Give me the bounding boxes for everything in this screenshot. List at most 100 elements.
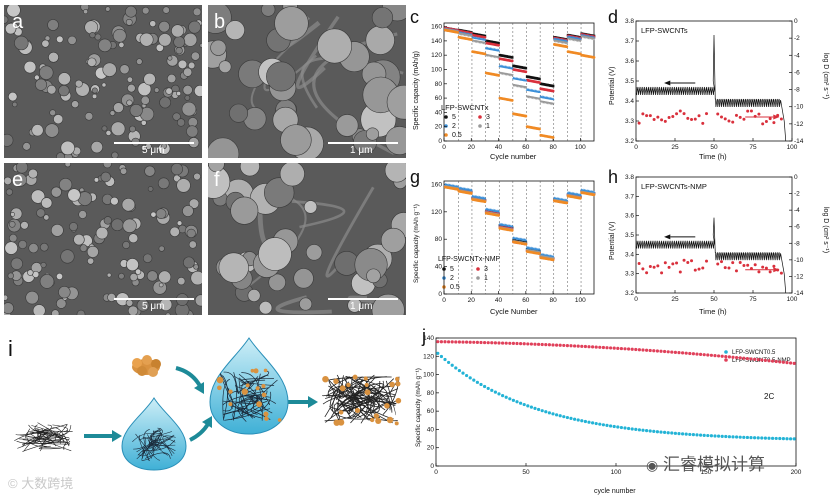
- data-point: [592, 193, 596, 197]
- data-point: [471, 32, 474, 36]
- data-point: [731, 261, 735, 265]
- data-point: [677, 432, 681, 436]
- data-point: [457, 340, 461, 344]
- y-tick-label: 20: [427, 445, 435, 452]
- data-point: [494, 41, 498, 44]
- sem-image-f: f 1 μm: [208, 163, 406, 315]
- y2-tick-label: -12: [794, 121, 804, 128]
- data-point: [537, 407, 541, 412]
- sem-particle: [53, 114, 64, 125]
- data-point: [468, 340, 472, 344]
- sem-particle: [39, 65, 54, 80]
- data-point: [792, 361, 796, 366]
- data-point: [565, 415, 569, 420]
- sem-particle: [118, 41, 125, 48]
- data-point: [641, 112, 645, 116]
- data-point: [663, 430, 667, 435]
- data-point: [645, 114, 649, 118]
- watermark-right-text: 汇睿模拟计算: [662, 455, 765, 474]
- data-point: [443, 340, 447, 344]
- data-point: [551, 84, 555, 88]
- data-point: [510, 56, 514, 59]
- xlabel-c: Cycle number: [490, 152, 537, 161]
- data-point: [682, 258, 686, 262]
- sem-particle: [299, 297, 313, 311]
- sem-particle: [64, 163, 71, 168]
- sem-particle: [40, 242, 49, 252]
- sem-particle: [386, 84, 406, 120]
- data-point: [531, 76, 534, 79]
- data-point: [785, 437, 789, 441]
- data-point: [675, 261, 679, 265]
- lfp-particle: [333, 378, 339, 385]
- data-point: [484, 39, 488, 43]
- data-point: [447, 360, 451, 365]
- data-point: [543, 83, 547, 86]
- sem-particle: [175, 46, 183, 55]
- data-point: [538, 77, 541, 81]
- sem-particle: [84, 112, 94, 121]
- sem-particle: [169, 226, 180, 237]
- sem-particle: [87, 57, 97, 67]
- sem-particle: [144, 165, 156, 177]
- sem-particle: [188, 198, 200, 209]
- sem-particle: [122, 218, 137, 233]
- data-point: [493, 341, 497, 345]
- data-point: [753, 436, 757, 440]
- lfp-particle: [263, 411, 269, 417]
- data-point: [497, 48, 501, 52]
- sem-particle: [365, 25, 395, 55]
- sem-particle: [274, 6, 309, 41]
- composite-network-icon: [322, 374, 402, 426]
- y2-tick-label: -2: [794, 191, 800, 198]
- data-point: [637, 348, 641, 352]
- sem-particle: [109, 110, 116, 116]
- x-tick-label: 80: [549, 297, 557, 304]
- lfp-particle: [394, 421, 399, 426]
- data-point: [483, 196, 487, 200]
- data-point: [724, 354, 728, 359]
- y-tick-label: 3.7: [625, 193, 634, 200]
- data-point: [526, 342, 530, 346]
- sem-particle: [280, 124, 312, 156]
- data-point: [511, 398, 515, 402]
- sem-particle: [28, 243, 39, 254]
- nanotube-strand: [236, 398, 277, 404]
- sem-particle: [60, 140, 75, 156]
- data-point: [673, 350, 677, 354]
- data-point: [702, 433, 706, 437]
- data-point: [686, 116, 690, 120]
- sem-image-a: a 5 μm: [4, 5, 202, 158]
- sem-particle: [90, 141, 103, 154]
- data-point: [764, 266, 768, 270]
- data-point: [709, 353, 713, 357]
- sem-particle: [293, 268, 314, 289]
- data-point: [592, 56, 596, 59]
- xlabel-h: Time (h): [699, 307, 727, 316]
- data-point: [616, 425, 620, 429]
- data-point: [578, 193, 582, 196]
- data-point: [627, 347, 631, 351]
- lfp-particle: [322, 375, 329, 383]
- data-point: [678, 109, 682, 113]
- sem-particle: [229, 103, 249, 123]
- data-point: [686, 261, 690, 265]
- sem-particle: [141, 144, 148, 151]
- data-point: [472, 378, 476, 382]
- data-point: [594, 345, 598, 349]
- sem-particle: [6, 5, 21, 18]
- sem-particle: [84, 20, 99, 35]
- data-point: [660, 271, 664, 275]
- data-point: [761, 122, 765, 126]
- nanotube-strand: [28, 424, 54, 434]
- data-point: [681, 432, 685, 436]
- sem-particle: [129, 273, 138, 282]
- data-point: [535, 77, 539, 80]
- ylabel-d: Potential (V): [609, 66, 616, 105]
- y2-tick-label: -4: [794, 207, 800, 214]
- data-point: [648, 429, 652, 433]
- data-point: [562, 415, 566, 419]
- sem-particle: [366, 268, 381, 284]
- data-point: [637, 428, 641, 432]
- nanotube-strand: [385, 380, 397, 416]
